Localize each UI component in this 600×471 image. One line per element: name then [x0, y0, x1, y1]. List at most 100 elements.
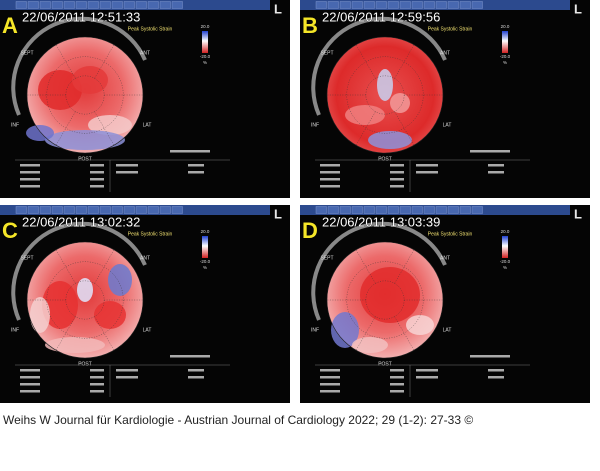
panel-timestamp: 22/06/2011 13:02:32 — [22, 214, 140, 229]
table-text — [320, 171, 340, 174]
scale-max: 20.0 — [201, 24, 210, 29]
scale-unit: % — [203, 60, 207, 65]
toolbar-button — [387, 1, 399, 9]
toolbar-button — [135, 206, 147, 214]
table-text — [390, 185, 404, 188]
wall-label: SEPT — [320, 50, 333, 56]
toolbar-button — [123, 1, 135, 9]
table-text — [20, 178, 40, 181]
wall-label: LAT — [143, 327, 152, 333]
table-text — [488, 171, 504, 174]
strain-region — [377, 69, 393, 101]
toolbar-button — [423, 206, 435, 214]
bullseye-outline — [26, 36, 144, 154]
bullseye-outline — [26, 241, 144, 359]
panel: L SEPT ANT LAT POST INF Peak Systolic Strain 20… — [0, 205, 290, 403]
toolbar-button — [99, 1, 111, 9]
table-text — [116, 369, 138, 372]
toolbar-button — [399, 206, 411, 214]
scale-unit: % — [503, 60, 507, 65]
toolbar-button — [171, 206, 183, 214]
table-text — [320, 390, 340, 393]
table-text — [390, 383, 404, 386]
toolbar-button — [435, 206, 447, 214]
segment-ring — [346, 56, 424, 134]
wall-label: INF — [11, 122, 19, 128]
wall-label: POST — [378, 156, 392, 162]
bullseye-outline — [326, 36, 444, 154]
table-text — [416, 369, 438, 372]
table-text — [320, 164, 340, 167]
table-text — [390, 171, 404, 174]
panel-timestamp: 22/06/2011 12:51:33 — [22, 9, 140, 24]
outer-ring — [11, 16, 147, 116]
toolbar-button — [111, 206, 123, 214]
toolbar-button — [87, 206, 99, 214]
strain-region — [45, 337, 105, 353]
toolbar-button — [135, 1, 147, 9]
plot-title: Peak Systolic Strain — [128, 26, 173, 32]
toolbar-button — [435, 1, 447, 9]
table-text — [390, 369, 404, 372]
outer-ring — [11, 221, 147, 321]
toolbar — [300, 0, 570, 10]
wall-label: ANT — [440, 255, 450, 261]
table-text — [416, 376, 438, 379]
table-text — [90, 178, 104, 181]
orientation-marker: L — [274, 206, 282, 221]
strain-region — [368, 131, 412, 149]
toolbar-button — [75, 1, 87, 9]
table-text — [90, 390, 104, 393]
scale-min: -20.0 — [500, 259, 511, 264]
strain-region — [77, 278, 93, 302]
toolbar-button — [363, 1, 375, 9]
toolbar-button — [75, 206, 87, 214]
colour-scale — [502, 31, 508, 53]
table-text — [416, 164, 438, 167]
table-text — [390, 178, 404, 181]
wall-label: LAT — [443, 327, 452, 333]
table-text — [188, 164, 204, 167]
toolbar-button — [147, 206, 159, 214]
wall-label: INF — [311, 327, 319, 333]
outer-ring — [311, 16, 447, 116]
table-text — [20, 185, 40, 188]
date-stamp — [470, 355, 510, 358]
colour-scale — [502, 236, 508, 258]
scale-min: -20.0 — [500, 54, 511, 59]
toolbar-button — [51, 1, 63, 9]
toolbar-button — [339, 1, 351, 9]
table-text — [320, 178, 340, 181]
segment-ring — [346, 261, 424, 339]
panel: L SEPT ANT LAT POST INF Peak Systolic Strain 20… — [0, 0, 290, 198]
orientation-marker: L — [574, 206, 582, 221]
table-text — [90, 369, 104, 372]
panel-letter: B — [302, 13, 318, 38]
toolbar-button — [399, 1, 411, 9]
strain-region — [42, 281, 78, 329]
strain-region — [108, 264, 132, 296]
wall-label: LAT — [443, 122, 452, 128]
wall-label: SEPT — [320, 255, 333, 261]
table-text — [20, 164, 40, 167]
toolbar-button — [63, 1, 75, 9]
table-text — [188, 171, 204, 174]
panel-letter: D — [302, 218, 318, 243]
strain-region — [345, 105, 385, 125]
toolbar-button — [411, 206, 423, 214]
toolbar-button — [375, 206, 387, 214]
colour-scale — [202, 31, 208, 53]
table-text — [90, 164, 104, 167]
toolbar-button — [447, 206, 459, 214]
toolbar-button — [159, 206, 171, 214]
toolbar-button — [471, 1, 483, 9]
bullseye-outline — [326, 241, 444, 359]
table-text — [90, 171, 104, 174]
scale-max: 20.0 — [501, 229, 510, 234]
toolbar-button — [51, 206, 63, 214]
panel-timestamp: 22/06/2011 12:59:56 — [322, 9, 440, 24]
table-text — [116, 376, 138, 379]
wall-label: INF — [11, 327, 19, 333]
wall-label: ANT — [140, 50, 150, 56]
date-stamp — [470, 150, 510, 153]
